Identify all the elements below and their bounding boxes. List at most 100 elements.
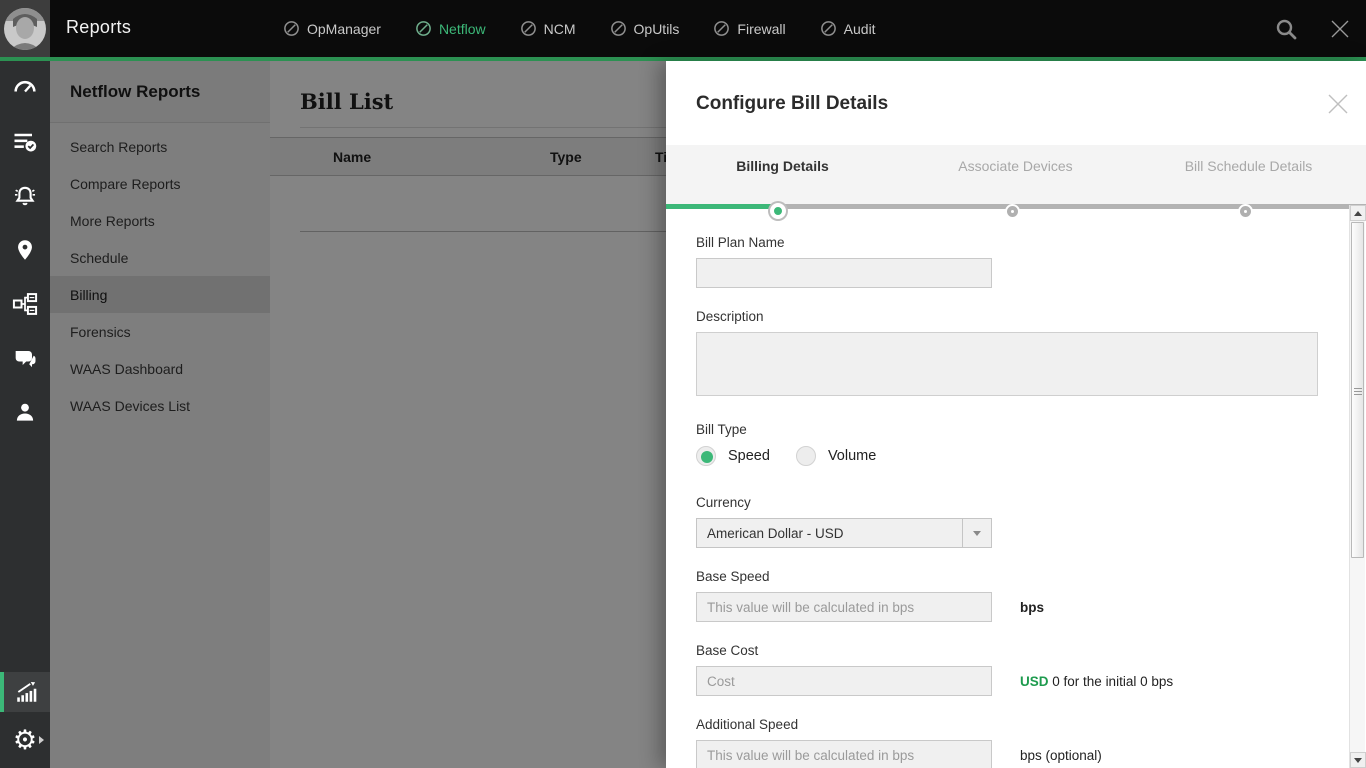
- currency-label: Currency: [696, 495, 751, 510]
- wizard-progress-fill: [666, 204, 783, 209]
- radio-volume[interactable]: Volume: [795, 446, 877, 466]
- compass-icon: [610, 21, 626, 36]
- compass-icon: [714, 21, 730, 36]
- tab-netflow[interactable]: Netflow: [415, 20, 486, 37]
- radio-volume-circle[interactable]: [795, 446, 816, 466]
- page-title: Reports: [66, 17, 132, 37]
- tab-label: OpManager: [307, 20, 381, 37]
- sidebar-header: Netflow Reports: [50, 61, 270, 123]
- panel-scrollbar[interactable]: [1349, 205, 1366, 768]
- scrollbar-grip: [1354, 388, 1362, 396]
- base-cost-label: Base Cost: [696, 643, 759, 658]
- tab-label: Audit: [843, 20, 876, 37]
- compass-icon: [820, 21, 836, 36]
- tab-oputils[interactable]: OpUtils: [610, 20, 680, 37]
- currency-selected-value: American Dollar - USD: [707, 525, 844, 541]
- base-speed-unit: bps: [1020, 599, 1045, 615]
- tab-firewall[interactable]: Firewall: [713, 20, 786, 37]
- sidebar-item-compare-reports[interactable]: Compare Reports: [70, 175, 181, 192]
- tab-label: NCM: [543, 20, 576, 37]
- base-cost-hint: USD 0 for the initial 0 bps: [1020, 674, 1173, 689]
- sidebar-item-waas-devices-list[interactable]: WAAS Devices List: [70, 397, 191, 414]
- additional-speed-input[interactable]: [696, 740, 992, 768]
- tab-label: Firewall: [737, 20, 786, 37]
- bill-plan-name-input[interactable]: [696, 258, 992, 288]
- topology-icon[interactable]: [0, 277, 50, 331]
- scrollbar-up-button[interactable]: [1350, 205, 1366, 221]
- step-dot-active[interactable]: [770, 203, 786, 219]
- bill-plan-name-label: Bill Plan Name: [696, 235, 785, 250]
- compass-icon: [416, 21, 431, 36]
- tab-audit[interactable]: Audit: [820, 20, 876, 37]
- dashboard-icon[interactable]: [0, 61, 50, 115]
- header-actions: [1274, 0, 1352, 57]
- radio-speed-label: Speed: [728, 448, 770, 464]
- tab-opmanager[interactable]: OpManager: [283, 20, 381, 37]
- tab-ncm[interactable]: NCM: [520, 20, 576, 37]
- bill-type-label: Bill Type: [696, 422, 747, 437]
- gear-glyph: ⚙: [12, 724, 38, 756]
- currency-code: USD: [1020, 673, 1049, 689]
- sidebar-item-waas-dashboard[interactable]: WAAS Dashboard: [70, 360, 184, 377]
- rail-bottom-group: ⚙: [0, 672, 50, 768]
- panel-close-icon[interactable]: [1325, 91, 1351, 117]
- panel-header: Configure Bill Details: [666, 61, 1366, 145]
- sidebar-title: Netflow Reports: [70, 81, 201, 101]
- module-icon-rail: ⚙: [0, 61, 50, 768]
- bill-type-radio-group: Speed Volume: [696, 445, 1350, 467]
- settings-gear-icon[interactable]: ⚙: [0, 712, 50, 768]
- step-billing-details[interactable]: Billing Details: [736, 158, 829, 174]
- step-associate-devices[interactable]: Associate Devices: [958, 158, 1073, 174]
- base-speed-input[interactable]: [696, 592, 992, 622]
- netflow-reports-sidebar: Netflow Reports Search Reports Compare R…: [50, 61, 270, 768]
- base-cost-input[interactable]: [696, 666, 992, 696]
- sidebar-item-forensics[interactable]: Forensics: [70, 323, 131, 340]
- description-label: Description: [696, 309, 764, 324]
- close-icon[interactable]: [1328, 17, 1352, 41]
- sidebar-item-billing[interactable]: Billing: [50, 276, 270, 313]
- radio-volume-label: Volume: [827, 448, 877, 464]
- tab-label: OpUtils: [633, 20, 680, 37]
- top-header-bar: Reports OpManager Netflow NCM OpUtils Fi…: [0, 0, 1366, 57]
- step-dot-2[interactable]: [1007, 206, 1018, 217]
- search-icon[interactable]: [1274, 17, 1298, 41]
- sidebar-items: Search Reports Compare Reports More Repo…: [50, 123, 270, 424]
- scrollbar-thumb[interactable]: [1351, 222, 1364, 558]
- sidebar-item-more-reports[interactable]: More Reports: [70, 212, 155, 229]
- product-tabs: OpManager Netflow NCM OpUtils Firewall A…: [283, 0, 876, 57]
- compass-icon: [284, 21, 299, 36]
- alarm-bell-icon[interactable]: [0, 169, 50, 223]
- additional-speed-unit: bps (optional): [1020, 747, 1102, 763]
- chat-icon[interactable]: [0, 331, 50, 385]
- sidebar-item-search-reports[interactable]: Search Reports: [70, 138, 168, 155]
- triangle-up-icon: [1354, 210, 1362, 216]
- chevron-down-icon[interactable]: [962, 519, 991, 547]
- billing-details-form: Bill Plan Name Description Bill Type Spe…: [666, 209, 1350, 768]
- column-header-type[interactable]: Type: [550, 149, 582, 165]
- tab-label: Netflow: [438, 20, 486, 37]
- triangle-down-icon: [1354, 757, 1362, 763]
- header-accent-line: [0, 57, 1366, 61]
- compass-icon: [520, 21, 536, 36]
- user-avatar[interactable]: [0, 0, 50, 57]
- sidebar-item-schedule[interactable]: Schedule: [70, 249, 129, 266]
- radio-speed-circle[interactable]: [696, 446, 716, 466]
- avatar-photo: [4, 7, 46, 50]
- currency-select[interactable]: American Dollar - USD: [696, 518, 992, 548]
- gear-caret-icon: [39, 736, 44, 744]
- report-list-icon[interactable]: [0, 115, 50, 169]
- step-bill-schedule-details[interactable]: Bill Schedule Details: [1184, 158, 1313, 174]
- analytics-reports-icon[interactable]: [0, 672, 50, 712]
- base-cost-hint-text: 0 for the initial 0 bps: [1052, 673, 1174, 689]
- user-icon[interactable]: [0, 385, 50, 439]
- scrollbar-down-button[interactable]: [1350, 752, 1366, 768]
- description-textarea[interactable]: [696, 332, 1318, 396]
- column-header-name[interactable]: Name: [333, 149, 372, 165]
- additional-speed-label: Additional Speed: [696, 717, 799, 732]
- maps-pin-icon[interactable]: [0, 223, 50, 277]
- step-dot-3[interactable]: [1240, 206, 1251, 217]
- base-speed-label: Base Speed: [696, 569, 770, 584]
- panel-title: Configure Bill Details: [696, 93, 889, 114]
- radio-speed[interactable]: Speed: [696, 446, 770, 466]
